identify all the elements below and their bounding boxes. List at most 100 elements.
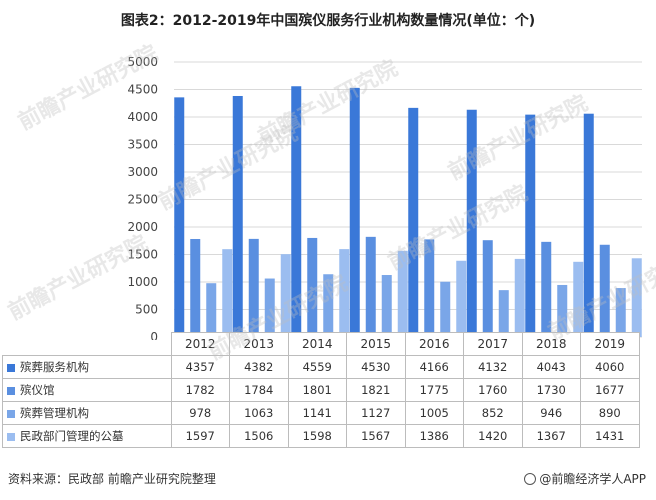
x-tick-label: 2014	[287, 332, 347, 356]
legend-swatch	[7, 363, 15, 372]
data-label: 1598	[287, 424, 347, 448]
data-label: 1127	[346, 401, 406, 425]
bar	[424, 239, 435, 337]
bar	[525, 114, 536, 337]
bar	[280, 254, 291, 337]
series-name: 殡葬管理机构	[20, 406, 89, 420]
series-name: 殡仪馆	[20, 383, 55, 397]
y-tick-label: 3500	[127, 138, 158, 152]
bar	[583, 113, 594, 337]
data-label: 4530	[346, 355, 406, 379]
bar	[174, 97, 185, 338]
data-label: 1567	[346, 424, 406, 448]
bar	[397, 250, 408, 337]
y-tick-label: 3000	[127, 165, 158, 179]
bar	[514, 258, 525, 337]
bar	[573, 261, 584, 337]
data-label: 978	[170, 401, 230, 425]
data-table: 2012 2013 2014 2015 2016 2017 2018 2019 殡葬服务机构 43…	[2, 332, 640, 448]
data-label: 1821	[346, 378, 406, 402]
data-label: 852	[463, 401, 523, 425]
bar	[206, 283, 217, 337]
legend-entry: 民政部门管理的公墓	[2, 424, 172, 448]
bar	[291, 86, 302, 337]
x-tick-label: 2015	[346, 332, 406, 356]
series-name: 殡葬服务机构	[20, 360, 89, 374]
y-tick-label: 1000	[127, 275, 158, 289]
table-row: 民政部门管理的公墓 1597 1506 1598 1567 1386 1420 1367 143…	[2, 424, 640, 448]
x-tick-label: 2018	[521, 332, 581, 356]
bar	[381, 275, 392, 337]
bar	[365, 236, 376, 337]
bar	[307, 237, 318, 337]
legend-swatch	[7, 409, 15, 418]
y-tick-label: 5000	[127, 55, 158, 69]
data-label: 1420	[463, 424, 523, 448]
data-label: 1760	[463, 378, 523, 402]
data-label: 4559	[287, 355, 347, 379]
table-row: 殡葬管理机构 978 1063 1141 1127 1005 852 946 890	[2, 401, 640, 425]
legend-swatch	[7, 386, 15, 395]
bar	[498, 290, 509, 337]
table-row: 殡葬服务机构 4357 4382 4559 4530 4166 4132 4043 4060	[2, 355, 640, 379]
table-row: 殡仪馆 1782 1784 1801 1821 1775 1760 1730 1677	[2, 378, 640, 402]
bar	[339, 249, 350, 337]
data-label: 4132	[463, 355, 523, 379]
legend-entry: 殡仪馆	[2, 378, 172, 402]
data-label: 1386	[404, 424, 464, 448]
bar	[599, 244, 610, 337]
bar	[408, 107, 419, 338]
x-tick-label: 2019	[580, 332, 640, 356]
bar	[190, 238, 201, 337]
bar	[264, 278, 275, 337]
y-tick-label: 2500	[127, 193, 158, 207]
chart-plot: 0 500 1000 1500 2000 2500 3000 3500 4000 4500 5000	[127, 55, 642, 340]
data-label: 1677	[580, 378, 640, 402]
bar	[232, 95, 243, 338]
y-tick-label: 500	[135, 303, 158, 317]
bar	[466, 109, 477, 338]
brand-logo-icon	[524, 473, 537, 485]
bar	[615, 288, 626, 337]
data-label: 1431	[580, 424, 640, 448]
data-label: 1063	[229, 401, 289, 425]
data-label: 890	[580, 401, 640, 425]
data-label: 4043	[521, 355, 581, 379]
brand-text: @前瞻经济学人APP	[539, 472, 646, 486]
data-label: 1141	[287, 401, 347, 425]
bar	[541, 241, 552, 337]
legend-entry: 殡葬管理机构	[2, 401, 172, 425]
data-label: 1801	[287, 378, 347, 402]
source-note: 资料来源：民政部 前瞻产业研究院整理	[8, 472, 216, 486]
bar	[440, 281, 451, 337]
data-label: 946	[521, 401, 581, 425]
data-label: 4060	[580, 355, 640, 379]
legend-swatch	[7, 432, 15, 441]
table-corner	[3, 333, 172, 356]
x-tick-label: 2013	[229, 332, 289, 356]
data-label: 4166	[404, 355, 464, 379]
bar	[456, 260, 467, 337]
data-label: 1775	[404, 378, 464, 402]
y-tick-label: 1500	[127, 248, 158, 262]
series-name: 民政部门管理的公墓	[20, 429, 124, 443]
bar	[482, 240, 493, 337]
data-label: 1597	[170, 424, 230, 448]
y-tick-label: 4500	[127, 83, 158, 97]
brand-label: @前瞻经济学人APP	[524, 470, 646, 487]
bar	[631, 258, 642, 337]
chart-title: 图表2：2012-2019年中国殡仪服务行业机构数量情况(单位：个)	[120, 13, 536, 29]
data-label: 4382	[229, 355, 289, 379]
bar	[323, 274, 334, 337]
bar	[248, 238, 259, 337]
data-label: 1784	[229, 378, 289, 402]
bar	[222, 249, 233, 337]
data-label: 1005	[404, 401, 464, 425]
x-tick-label: 2012	[170, 332, 230, 356]
data-label: 1506	[229, 424, 289, 448]
data-label: 1367	[521, 424, 581, 448]
y-tick-label: 4000	[127, 110, 158, 124]
y-tick-label: 2000	[127, 220, 158, 234]
legend-entry: 殡葬服务机构	[2, 355, 172, 379]
